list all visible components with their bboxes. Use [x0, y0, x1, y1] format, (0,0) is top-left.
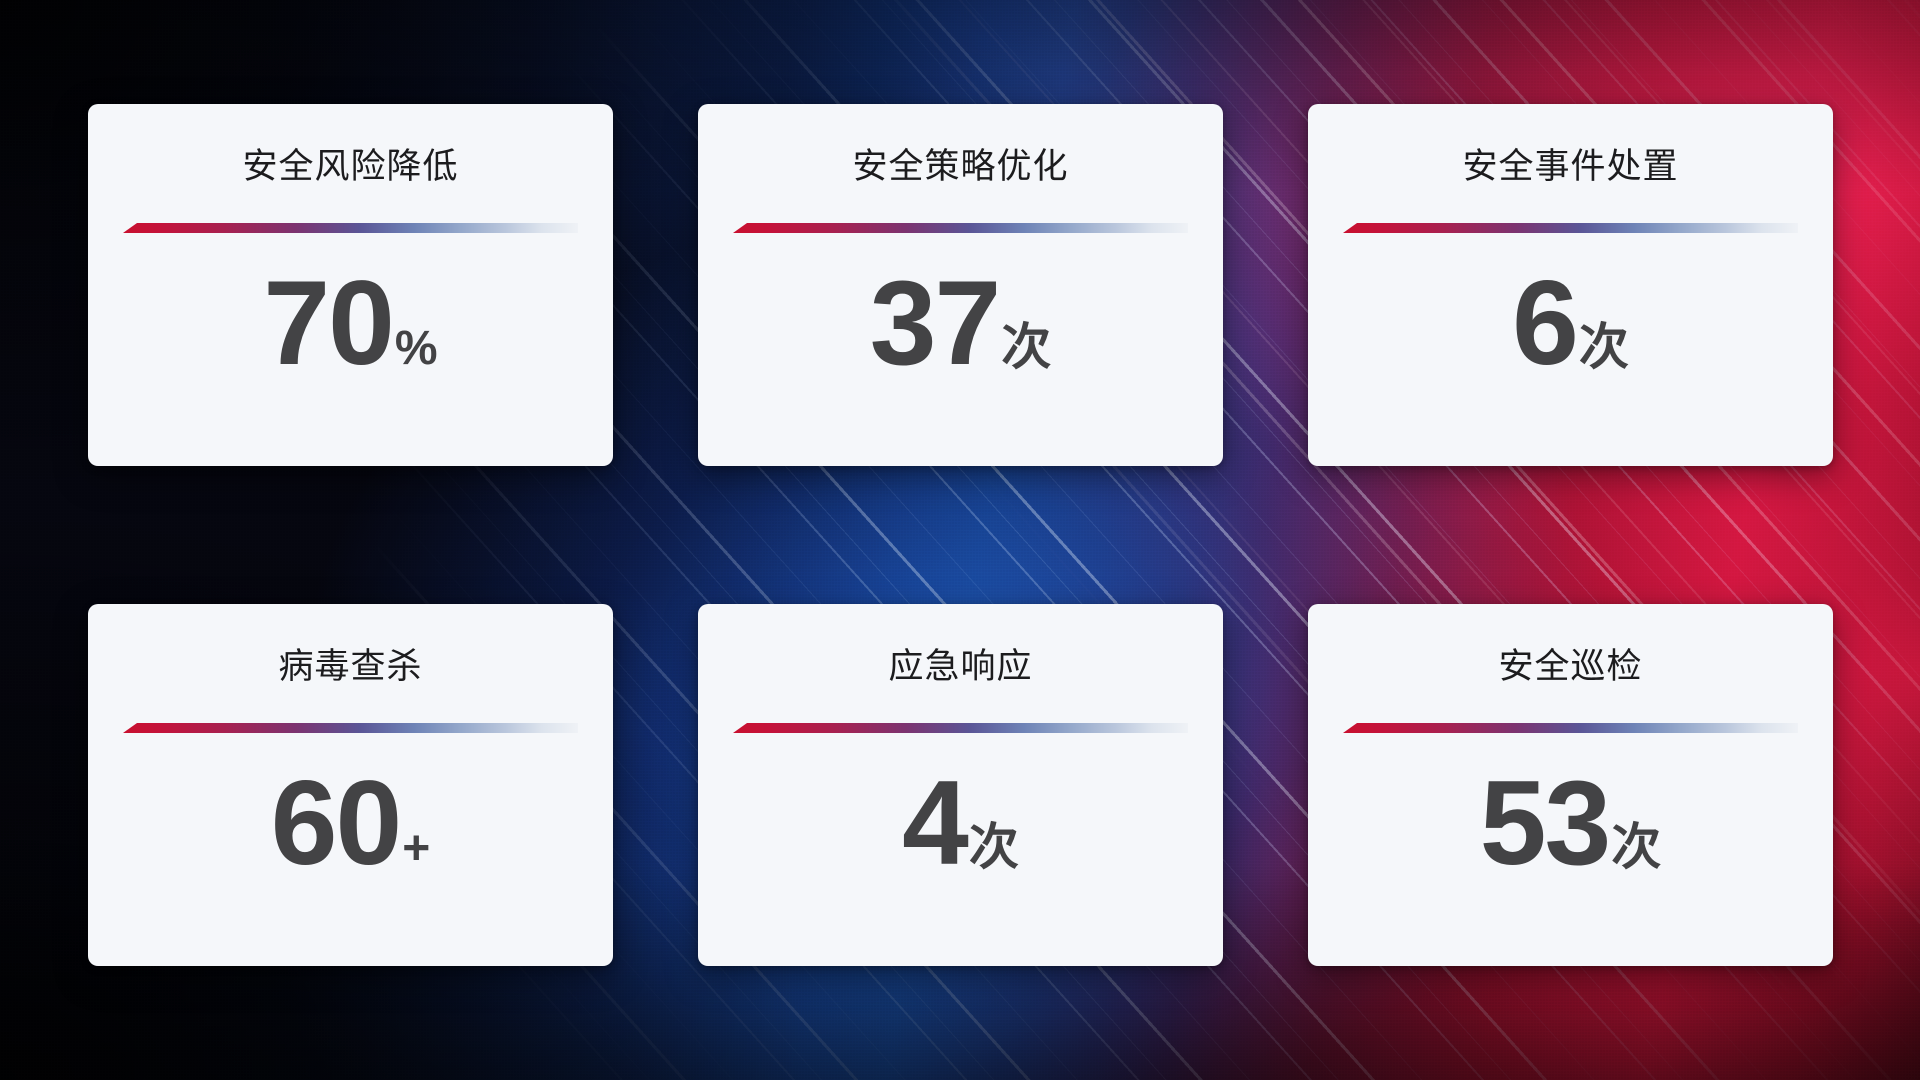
metric-card-divider	[123, 223, 578, 235]
metric-card-grid: 安全风险降低 70% 安全策略优化 37 次安全事件处置 6 次病毒查杀 60 + 应急响应 4 次安…	[88, 104, 1833, 972]
gradient-rule	[1343, 723, 1798, 733]
gradient-rule	[123, 723, 578, 733]
metric-card-title: 安全策略优化	[852, 147, 1069, 187]
metric-card-divider	[123, 723, 578, 735]
metric-readout: 37 次	[870, 263, 1051, 383]
gradient-rule	[1343, 223, 1798, 233]
gradient-rule	[733, 223, 1188, 233]
metric-card-title: 安全事件处置	[1462, 147, 1679, 187]
metric-card-title: 应急响应	[888, 647, 1033, 687]
metric-unit: %	[394, 322, 438, 375]
metric-card-security-risk-reduction[interactable]: 安全风险降低 70%	[88, 104, 613, 466]
metric-card-emergency-response[interactable]: 应急响应 4 次	[698, 604, 1223, 966]
metric-value: 70	[263, 256, 394, 390]
metric-card-divider	[733, 223, 1188, 235]
metric-readout: 70%	[263, 263, 437, 383]
metric-unit: 次	[1578, 318, 1629, 376]
metric-value: 37	[869, 256, 1001, 390]
metric-card-security-incident-handling[interactable]: 安全事件处置 6 次	[1308, 104, 1833, 466]
metric-unit: 次	[1001, 318, 1052, 376]
metric-card-title: 安全风险降低	[242, 147, 459, 187]
metric-card-divider	[1343, 723, 1798, 735]
metric-value: 60	[270, 756, 402, 890]
metric-card-title: 安全巡检	[1498, 647, 1643, 687]
metric-card-security-inspection[interactable]: 安全巡检 53 次	[1308, 604, 1833, 966]
metric-unit: 次	[968, 818, 1019, 876]
metric-readout: 53 次	[1480, 763, 1661, 883]
metric-unit: 次	[1611, 818, 1662, 876]
metric-card-divider	[733, 723, 1188, 735]
metric-value: 4	[902, 756, 969, 890]
metric-card-divider	[1343, 223, 1798, 235]
metric-value: 53	[1479, 756, 1611, 890]
metric-card-security-policy-optimization[interactable]: 安全策略优化 37 次	[698, 104, 1223, 466]
metric-unit: +	[402, 822, 431, 875]
metric-card-virus-scan-and-kill[interactable]: 病毒查杀 60 +	[88, 604, 613, 966]
metric-card-title: 病毒查杀	[278, 647, 423, 687]
gradient-rule	[123, 223, 578, 233]
gradient-rule	[733, 723, 1188, 733]
metric-readout: 60 +	[271, 763, 431, 883]
metric-value: 6	[1512, 256, 1579, 390]
